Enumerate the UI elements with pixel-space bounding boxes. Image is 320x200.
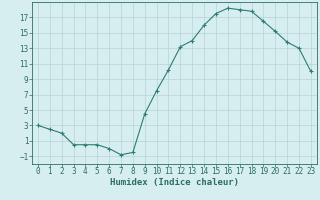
X-axis label: Humidex (Indice chaleur): Humidex (Indice chaleur) [110, 178, 239, 187]
